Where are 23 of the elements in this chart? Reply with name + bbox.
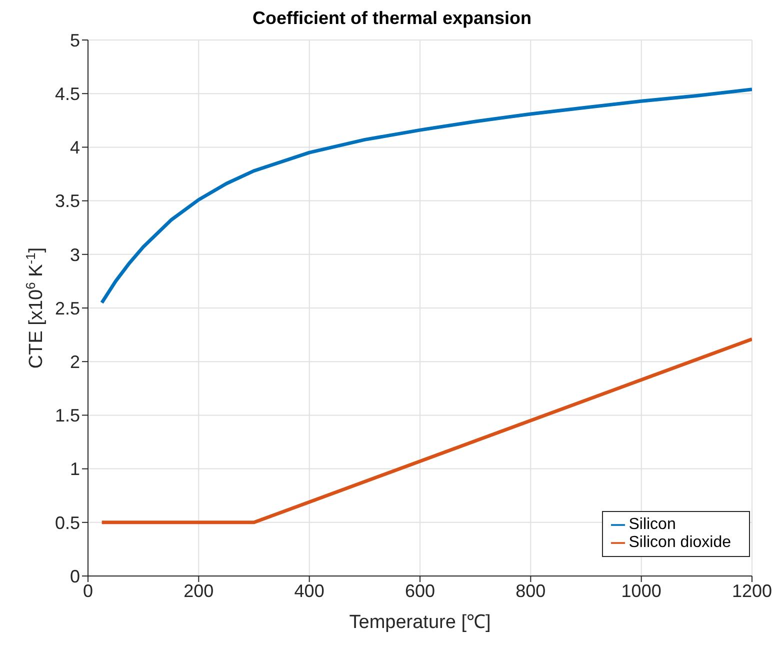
y-tick-label: 2.5	[54, 298, 80, 318]
y-tick-label: 3.5	[54, 191, 80, 212]
x-tick-label: 800	[516, 580, 546, 601]
y-tick-label: 1	[70, 459, 80, 480]
y-tick-label: 4	[70, 138, 80, 158]
x-tick-label: 1000	[621, 580, 662, 601]
x-tick-label: 0	[82, 580, 94, 601]
x-axis-title: Temperature [℃]	[349, 612, 491, 633]
y-tick-label: 0	[70, 566, 80, 586]
x-tick-label: 1200	[732, 580, 772, 601]
legend-label: Silicon	[628, 516, 676, 533]
y-tick-label: 2	[70, 352, 80, 372]
line-series	[100, 88, 752, 304]
legend-label: Silicon dioxide	[628, 534, 731, 551]
y-tick-label: 0.5	[54, 512, 80, 533]
y-tick-label: 5	[70, 30, 80, 50]
y-tick-label: 4.5	[54, 84, 80, 104]
chart-title: Coefficient of thermal expansion	[251, 8, 533, 28]
x-tick-label: 400	[294, 580, 324, 601]
x-tick-label: 600	[404, 580, 436, 601]
y-tick-label: 1.5	[54, 406, 80, 426]
x-tick-label: 200	[184, 580, 214, 601]
y-tick-label: 3	[70, 244, 80, 265]
